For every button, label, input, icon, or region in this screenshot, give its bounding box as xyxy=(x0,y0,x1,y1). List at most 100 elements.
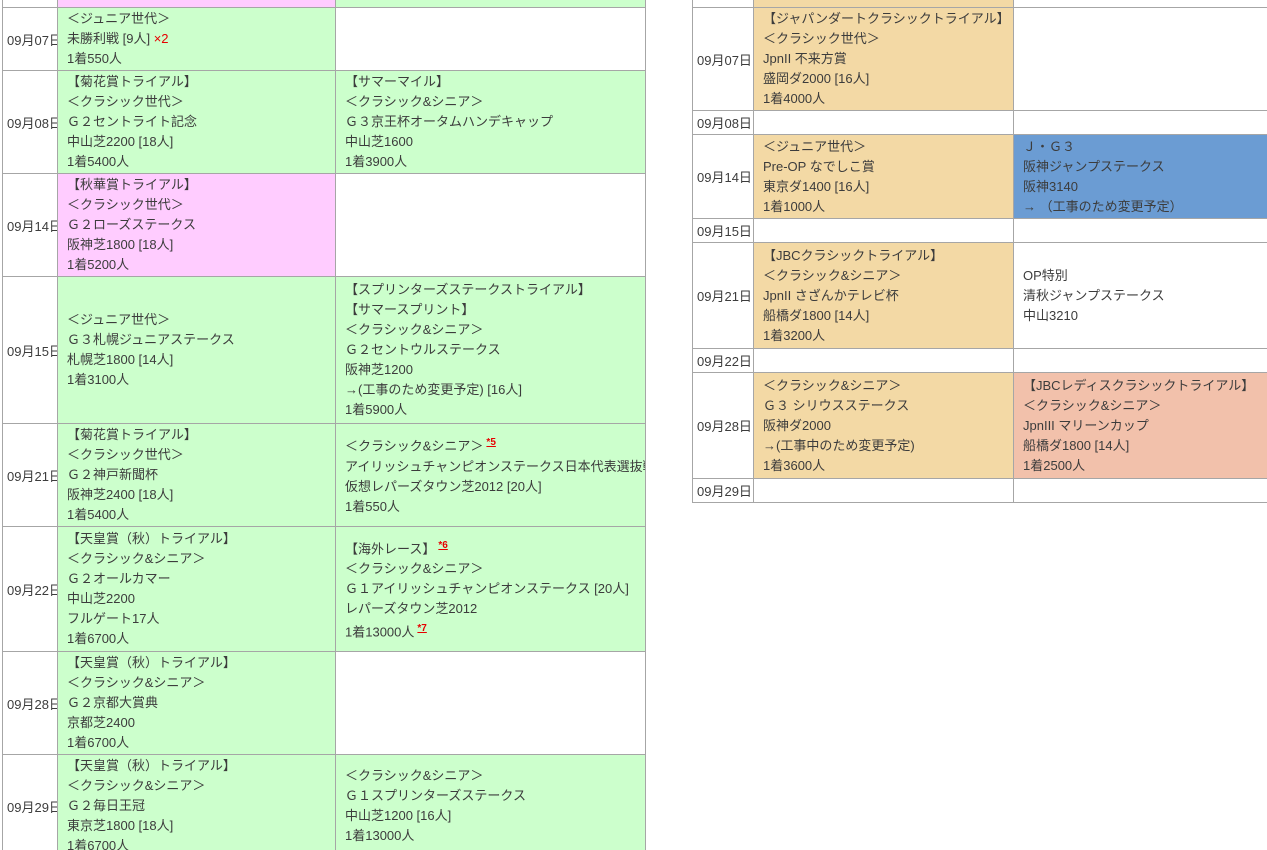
empty-cell xyxy=(753,478,1014,503)
race-cell: 【天皇賞（秋）トライアル】 ＜クラシック&シニア＞ Ｇ２京都大賞典 京都芝2400 1着… xyxy=(57,651,336,755)
race-line: 1着6700人 xyxy=(67,838,130,850)
date-cell: 09月15日 xyxy=(2,276,58,424)
empty-cell xyxy=(1013,348,1267,373)
race-line: 【秋華賞トライアル】 xyxy=(67,177,197,192)
race-cell: 【サマーマイル】 ＜クラシック&シニア＞ Ｇ３京王杯オータムハンデキャップ 中山芝16… xyxy=(335,70,646,174)
race-line: ＜クラシック&シニア＞ xyxy=(67,675,206,690)
race-line: →(工事のため変更予定) [16人] xyxy=(345,382,522,397)
race-cell: 【菊花賞トライアル】 ＜クラシック世代＞ Ｇ２神戸新聞杯 阪神芝2400 [18人] 1… xyxy=(57,423,336,527)
race-line: Ｊ・Ｇ３ xyxy=(1023,138,1076,154)
race-line: ＜クラシック&シニア＞ xyxy=(345,322,484,337)
race-line: ＜ジュニア世代＞ xyxy=(67,11,171,26)
race-line: Ｇ３ シリウスステークス xyxy=(763,397,910,413)
race-line: 船橋ダ1800 [14人] xyxy=(1023,437,1130,453)
race-cell: 【ジャパンダートクラシックトライアル】 ＜クラシック世代＞ JpnII 不来方賞盛岡… xyxy=(753,7,1014,111)
race-calendar-table-left: 09月07日 ＜ジュニア世代＞ 未勝利戦 [9人] ×2 1着550人 09月08日 【菊… xyxy=(2,0,646,850)
calendar-row: 09月28日 【天皇賞（秋）トライアル】 ＜クラシック&シニア＞ Ｇ２京都大賞典 京都芝… xyxy=(2,651,646,755)
date-cell: 09月07日 xyxy=(2,7,58,71)
race-line: 【天皇賞（秋）トライアル】 xyxy=(67,531,236,546)
calendar-row: 09月28日 ＜クラシック&シニア＞ Ｇ３ シリウスステークス 阪神ダ2000 →(工事… xyxy=(692,372,1267,479)
race-line: 1着3600人 xyxy=(763,457,826,473)
race-line: 東京ダ1400 [16人] xyxy=(763,178,870,194)
race-line: 【菊花賞トライアル】 xyxy=(67,74,197,89)
race-line: ＜ジュニア世代＞ xyxy=(67,312,171,327)
calendar-row: 09月15日 xyxy=(692,218,1267,243)
race-line: 阪神3140 xyxy=(1023,178,1078,194)
race-cell: ＜ジュニア世代＞ Ｇ３札幌ジュニアステークス 札幌芝1800 [14人] 1着3100… xyxy=(57,276,336,424)
race-line: Ｇ２京都大賞典 xyxy=(67,695,159,710)
race-line: 清秋ジャンプステークス xyxy=(1023,287,1165,303)
calendar-row: 09月14日 ＜ジュニア世代＞ Pre-OP なでしこ賞 東京ダ1400 [16人] 1… xyxy=(692,134,1267,219)
race-line: 【JBCクラシックトライアル】 xyxy=(763,247,944,263)
race-line: 中山芝1600 xyxy=(345,134,413,149)
date-cell: 09月29日 xyxy=(2,754,58,850)
empty-cell xyxy=(335,651,646,755)
race-line: Ｇ２毎日王冠 xyxy=(67,798,146,813)
calendar-row: 09月08日 xyxy=(692,110,1267,135)
race-line: フルゲート17人 xyxy=(67,611,160,626)
race-line: 1着550人 xyxy=(67,51,122,66)
date-cell: 09月08日 xyxy=(2,70,58,174)
race-cell: 【秋華賞トライアル】 ＜クラシック世代＞ Ｇ２ローズステークス 阪神芝1800 [18… xyxy=(57,173,336,277)
right-table-body: 09月07日 【ジャパンダートクラシックトライアル】 ＜クラシック世代＞ JpnII … xyxy=(692,0,1267,503)
race-line: Ｇ２セントライト記念 xyxy=(67,114,198,129)
empty-cell xyxy=(753,218,1014,243)
race-line: 【スプリンターズステークストライアル】 xyxy=(345,282,591,297)
race-line: 1着5400人 xyxy=(67,507,130,522)
race-line: 【サマースプリント】 xyxy=(345,302,475,317)
calendar-row: 09月07日 ＜ジュニア世代＞ 未勝利戦 [9人] ×2 1着550人 xyxy=(2,7,646,71)
footnote-link[interactable]: *5 xyxy=(486,437,496,449)
date-cell: 09月28日 xyxy=(2,651,58,755)
date-cell: 09月14日 xyxy=(2,173,58,277)
race-line: JpnII さざんかテレビ杯 xyxy=(763,287,899,303)
race-line: Ｇ１アイリッシュチャンピオンステークス [20人] xyxy=(345,581,629,596)
left-table-body: 09月07日 ＜ジュニア世代＞ 未勝利戦 [9人] ×2 1着550人 09月08日 【菊… xyxy=(2,0,646,850)
race-line: ＜クラシック世代＞ xyxy=(67,447,184,462)
empty-cell xyxy=(57,0,336,8)
race-line: ＜クラシック&シニア＞ xyxy=(345,561,484,576)
calendar-row xyxy=(2,0,646,8)
empty-cell xyxy=(1013,0,1267,8)
empty-cell xyxy=(1013,7,1267,111)
race-line: 阪神芝2400 [18人] xyxy=(67,487,174,502)
race-line: Ｇ２ローズステークス xyxy=(67,217,196,232)
race-line: ＜クラシック世代＞ xyxy=(763,31,880,46)
race-line: 1着1000人 xyxy=(763,198,826,214)
race-cell: 【菊花賞トライアル】 ＜クラシック世代＞ Ｇ２セントライト記念 中山芝2200 [18… xyxy=(57,70,336,174)
red-count-note: ×2 xyxy=(153,31,169,46)
calendar-row: 09月22日 【天皇賞（秋）トライアル】 ＜クラシック&シニア＞ Ｇ２オールカマー 中山… xyxy=(2,526,646,652)
race-line: Ｇ１スプリンターズステークス xyxy=(345,788,526,803)
calendar-row: 09月29日 【天皇賞（秋）トライアル】 ＜クラシック&シニア＞ Ｇ２毎日王冠 東京芝1… xyxy=(2,754,646,850)
calendar-row: 09月15日 ＜ジュニア世代＞ Ｇ３札幌ジュニアステークス 札幌芝1800 [14人]… xyxy=(2,276,646,424)
race-calendar-table-right: 09月07日 【ジャパンダートクラシックトライアル】 ＜クラシック世代＞ JpnII … xyxy=(692,0,1267,503)
empty-cell xyxy=(1013,110,1267,135)
race-line: JpnII 不来方賞 xyxy=(763,51,847,66)
race-line: 【天皇賞（秋）トライアル】 xyxy=(67,655,236,670)
race-line: 阪神芝1800 [18人] xyxy=(67,237,174,252)
date-cell: 09月21日 xyxy=(2,423,58,527)
race-line: ＜クラシック&シニア＞ xyxy=(67,551,206,566)
race-line: 札幌芝1800 [14人] xyxy=(67,352,174,367)
calendar-row: 09月29日 xyxy=(692,478,1267,503)
race-line: ＜クラシック&シニア＞ xyxy=(345,94,484,109)
race-line: 仮想レパーズタウン芝2012 [20人] xyxy=(345,478,542,494)
footnote-link[interactable]: *6 xyxy=(438,539,448,551)
race-cell: ＜ジュニア世代＞ 未勝利戦 [9人] ×2 1着550人 xyxy=(57,7,336,71)
calendar-row: 09月21日 【JBCクラシックトライアル】 ＜クラシック&シニア＞ JpnII さざ… xyxy=(692,242,1267,349)
race-line: Ｇ３京王杯オータムハンデキャップ xyxy=(345,114,554,129)
race-line: ＜クラシック世代＞ xyxy=(67,94,184,109)
race-line: 盛岡ダ2000 [16人] xyxy=(763,71,870,86)
calendar-row: 09月14日 【秋華賞トライアル】 ＜クラシック世代＞ Ｇ２ローズステークス 阪神芝18… xyxy=(2,173,646,277)
race-cell: ＜クラシック&シニア＞ Ｇ３ シリウスステークス 阪神ダ2000 →(工事中のため変更… xyxy=(753,372,1014,479)
empty-cell xyxy=(335,173,646,277)
calendar-row: 09月21日 【菊花賞トライアル】 ＜クラシック世代＞ Ｇ２神戸新聞杯 阪神芝2400 … xyxy=(2,423,646,527)
race-line: 【ジャパンダートクラシックトライアル】 xyxy=(763,11,1010,26)
race-line: ＜クラシック世代＞ xyxy=(67,197,184,212)
race-line: 1着13000人 xyxy=(345,828,415,843)
footnote-link[interactable]: *7 xyxy=(417,623,427,634)
race-line: 東京芝1800 [18人] xyxy=(67,818,174,833)
date-cell: 09月08日 xyxy=(692,110,754,135)
race-line: 阪神ダ2000 xyxy=(763,417,831,433)
race-line: ＜クラシック&シニア＞ xyxy=(763,377,902,393)
